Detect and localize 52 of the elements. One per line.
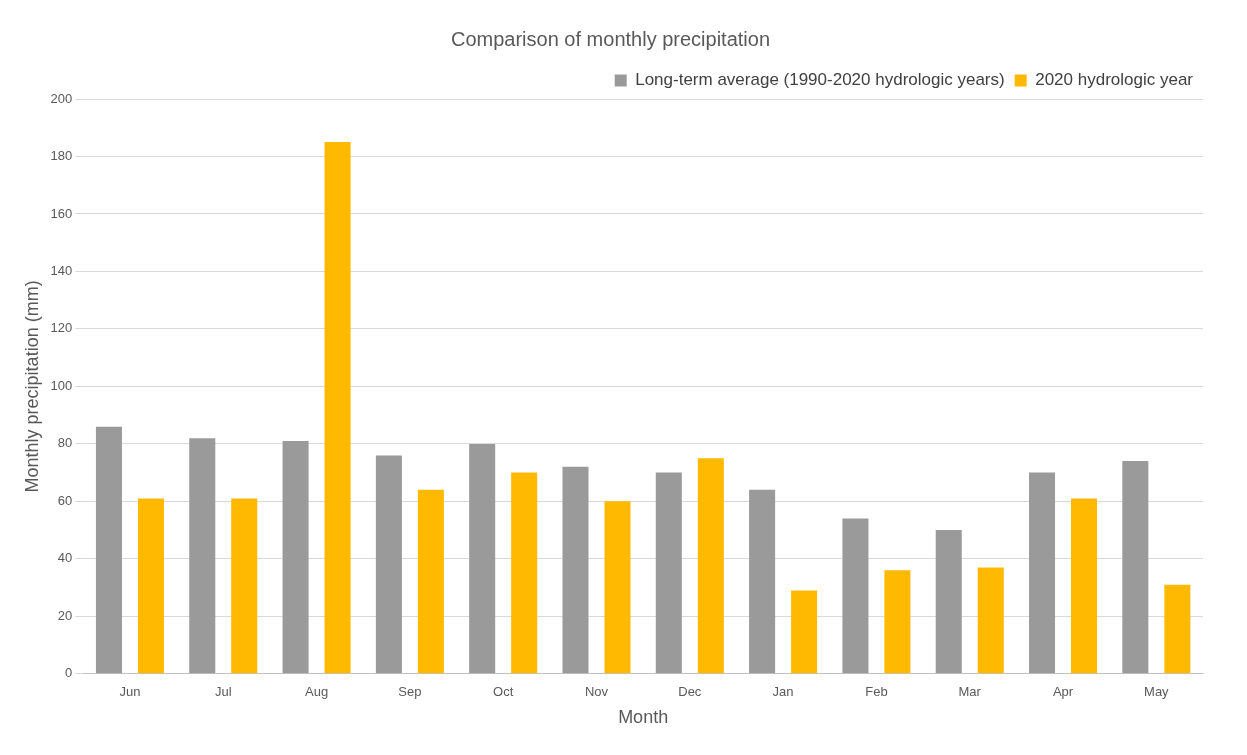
bar	[697, 458, 724, 674]
x-tick-label: Oct	[493, 684, 514, 700]
bar	[511, 472, 538, 674]
bar	[749, 489, 776, 674]
bar	[791, 590, 818, 674]
bar	[417, 489, 444, 674]
bar	[469, 443, 496, 674]
bar	[324, 142, 351, 674]
bar	[1029, 472, 1056, 674]
legend-label: Long-term average (1990-2020 hydrologic years)	[635, 70, 1005, 90]
bar	[935, 530, 962, 674]
bar	[95, 426, 122, 674]
x-tick-label: Nov	[584, 684, 609, 700]
x-tick-label: Jul	[214, 684, 232, 700]
bar	[842, 518, 869, 674]
bar	[562, 466, 589, 674]
bar	[1122, 461, 1149, 674]
x-tick-label: Apr	[1052, 684, 1074, 700]
x-tick-label: Sep	[398, 684, 422, 700]
bar	[1164, 584, 1191, 674]
y-tick-label: 80	[57, 435, 73, 451]
chart-title: Comparison of monthly precipitation	[450, 27, 771, 50]
x-tick-label: Dec	[678, 684, 702, 700]
y-tick-label: 40	[57, 550, 73, 566]
y-tick-label: 160	[50, 205, 73, 221]
y-tick-label: 200	[50, 90, 73, 106]
y-tick-label: 60	[57, 492, 73, 508]
x-tick-label: Aug	[304, 684, 329, 700]
x-axis-title: Month	[618, 707, 669, 728]
bar	[231, 498, 258, 674]
bar	[375, 455, 402, 674]
bar	[189, 438, 216, 674]
y-axis-title: Monthly precipitation (mm)	[21, 280, 42, 493]
x-tick-label: Mar	[958, 684, 982, 700]
x-tick-label: Jun	[119, 684, 141, 700]
x-tick-label: Feb	[865, 684, 888, 700]
y-tick-label: 140	[50, 263, 73, 279]
x-tick-label: Jan	[772, 684, 794, 700]
y-tick-label: 20	[57, 607, 73, 623]
bar	[977, 567, 1004, 674]
bar	[1071, 498, 1098, 674]
y-tick-label: 0	[65, 665, 73, 681]
legend-label: 2020 hydrologic year	[1035, 70, 1194, 90]
bar	[655, 472, 682, 674]
x-tick-label: May	[1144, 684, 1170, 700]
bar	[137, 498, 164, 674]
bar	[884, 570, 911, 674]
bar	[282, 441, 309, 674]
bar	[604, 501, 631, 674]
y-tick-label: 120	[50, 320, 73, 336]
y-tick-label: 100	[50, 377, 73, 393]
y-tick-label: 180	[50, 148, 73, 164]
